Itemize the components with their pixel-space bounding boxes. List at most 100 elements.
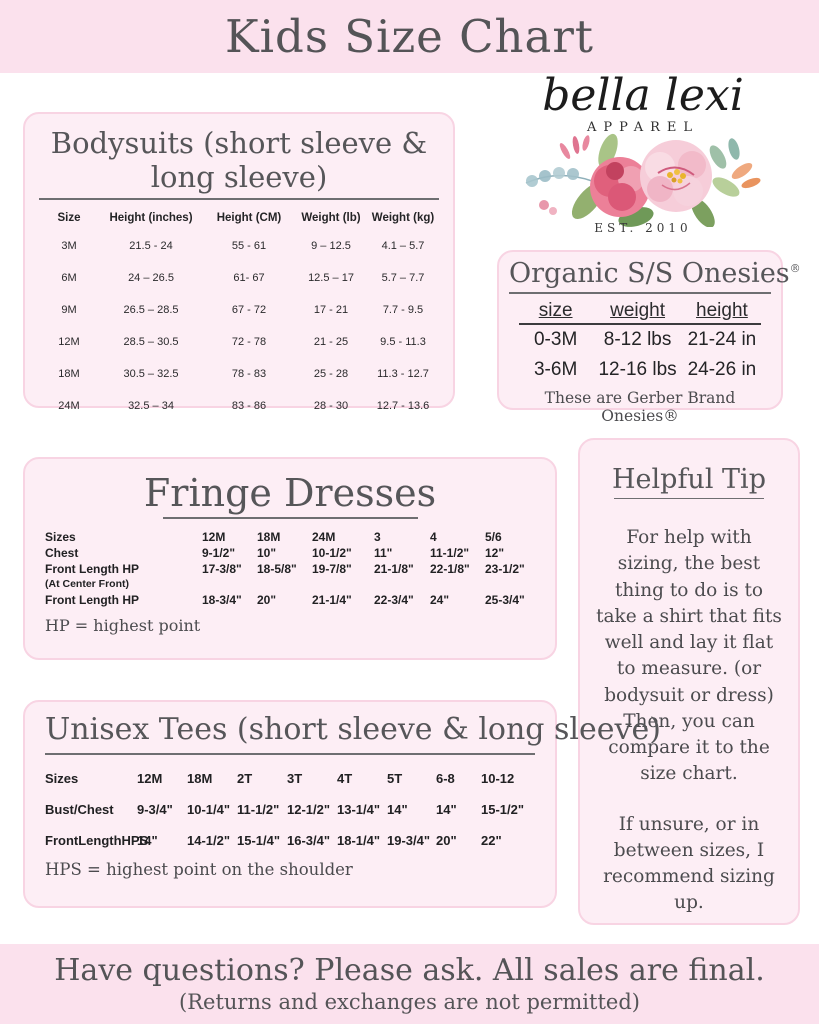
table-cell: 25-3/4": [485, 593, 525, 607]
table-cell: 32.5 – 34: [128, 400, 174, 412]
table-cell: 12-16 lbs: [598, 359, 677, 380]
table-cell: 18M: [58, 368, 80, 380]
table-cell: 3T: [287, 771, 303, 786]
row-label: Sizes: [45, 530, 76, 544]
onesies-note: These are Gerber Brand Onesies®: [544, 389, 736, 425]
row-label: Chest: [45, 546, 79, 560]
table-cell: 21-24 in: [687, 329, 757, 350]
row-label: Bust/Chest: [45, 802, 114, 817]
table-cell: 7.7 - 9.5: [382, 304, 424, 316]
table-cell: 24M: [312, 530, 336, 544]
table-header-cell: Weight (lb): [301, 212, 361, 224]
table-cell: 5T: [387, 771, 403, 786]
table-row: 3M 21.5 - 24 55 - 61 9 – 12.5 4.1 – 5.7: [39, 230, 439, 262]
table-row: Chest 9-1/2" 10" 10-1/2" 11" 11-1/2" 12": [45, 545, 535, 561]
table-row: 3-6M 12-16 lbs 24-26 in: [519, 355, 760, 385]
table-cell: 5/6: [485, 530, 502, 544]
page-footer: Have questions? Please ask. All sales ar…: [0, 944, 819, 1024]
tees-title: Unisex Tees (short sleeve & long sleeve): [45, 712, 661, 755]
tip-paragraph: If unsure, or in between sizes, I recomm…: [603, 813, 775, 914]
onesies-title: Organic S/S Onesies®: [509, 258, 801, 294]
row-sublabel: (At Center Front): [45, 578, 129, 590]
row-label: Front Length HP: [45, 593, 139, 607]
table-row: (At Center Front): [45, 577, 535, 592]
table-row: 0-3M 8-12 lbs 21-24 in: [519, 325, 760, 355]
table-cell: 6-8: [436, 771, 455, 786]
table-cell: 10-1/4": [187, 802, 231, 817]
table-cell: 11.3 - 12.7: [377, 368, 429, 380]
table-cell: 20": [257, 593, 277, 607]
table-row: 9M 26.5 – 28.5 67 - 72 17 - 21 7.7 - 9.5: [39, 294, 439, 326]
flowers-graphic: [525, 133, 761, 227]
table-cell: 2T: [237, 771, 253, 786]
fringe-title: Fringe Dresses: [143, 471, 437, 515]
table-header-cell: height: [696, 300, 748, 321]
table-cell: 14": [387, 802, 408, 817]
table-cell: 22-1/8": [430, 562, 470, 576]
table-cell: 11": [374, 546, 393, 560]
table-cell: 3M: [61, 240, 77, 252]
table-cell: 9M: [61, 304, 77, 316]
table-cell: 22-3/4": [374, 593, 414, 607]
table-row: Front Length HP 17-3/8" 18-5/8" 19-7/8" …: [45, 561, 535, 577]
brand-established: EST. 2010: [594, 221, 692, 235]
row-label: Front Length HP: [45, 562, 139, 576]
table-cell: 12.5 – 17: [308, 272, 354, 284]
helpful-tip-panel: Helpful Tip For help with sizing, the be…: [578, 438, 800, 925]
table-cell: 19-7/8": [312, 562, 352, 576]
table-cell: 9-3/4": [137, 802, 173, 817]
table-cell: 61- 67: [233, 272, 265, 284]
table-cell: 3: [374, 530, 381, 544]
table-header-row: Size Height (inches) Height (CM) Weight …: [39, 212, 439, 224]
tip-paragraph: For help with sizing, the best thing to …: [596, 527, 782, 785]
bodysuits-table-body: 3M 21.5 - 24 55 - 61 9 – 12.5 4.1 – 5.7 …: [39, 230, 439, 422]
table-header-cell: size: [538, 300, 573, 321]
table-cell: 12M: [202, 530, 226, 544]
table-cell: 12M: [137, 771, 163, 786]
table-cell: 18M: [257, 530, 281, 544]
table-cell: 9-1/2": [202, 546, 236, 560]
table-row: 6M 24 – 26.5 61- 67 12.5 – 17 5.7 – 7.7: [39, 262, 439, 294]
table-cell: 23-1/2": [485, 562, 525, 576]
table-cell: 55 - 61: [231, 240, 267, 252]
table-cell: 30.5 – 32.5: [123, 368, 179, 380]
table-cell: 15-1/2": [481, 802, 525, 817]
table-cell: 12.7 - 13.6: [376, 400, 430, 412]
table-cell: 3-6M: [533, 359, 578, 380]
table-cell: 78 - 83: [231, 368, 267, 380]
page-title: Kids Size Chart: [225, 10, 594, 63]
onesies-panel: Organic S/S Onesies® size weight height …: [497, 250, 801, 425]
table-cell: 21.5 - 24: [129, 240, 173, 252]
table-cell: 8-12 lbs: [603, 329, 672, 350]
row-label: Sizes: [45, 771, 79, 786]
table-header-cell: Size: [57, 212, 81, 224]
footer-question-line: Have questions? Please ask. All sales ar…: [54, 953, 765, 988]
onesies-table: size weight height 0-3M 8-12 lbs 21-24 i…: [519, 300, 761, 385]
brand-logo: bella lexi APPAREL: [490, 74, 796, 250]
table-row: 12M 28.5 – 30.5 72 - 78 21 - 25 9.5 - 11…: [39, 326, 439, 358]
table-cell: 18-5/8": [257, 562, 297, 576]
table-cell: 6M: [61, 272, 77, 284]
bodysuits-panel: Bodysuits (short sleeve & long sleeve) S…: [23, 112, 455, 412]
brand-name: bella lexi: [542, 70, 744, 121]
table-cell: 17 - 21: [313, 304, 349, 316]
fringe-dresses-panel: Fringe Dresses Sizes 12M 18M 24M 3 4 5/6…: [23, 457, 557, 660]
table-row: Bust/Chest 9-3/4" 10-1/4" 11-1/2" 12-1/2…: [45, 802, 535, 817]
fringe-note: HP = highest point: [45, 616, 201, 635]
onesies-title-text: Organic S/S Onesies: [509, 258, 790, 289]
table-header-cell: Weight (kg): [371, 212, 435, 224]
table-header-cell: Height (inches): [109, 212, 193, 224]
table-cell: 13-1/4": [337, 802, 381, 817]
table-cell: 0-3M: [533, 329, 578, 350]
table-row: FrontLengthHPS 14" 14-1/2" 15-1/4" 16-3/…: [45, 833, 535, 848]
table-cell: 24": [430, 593, 450, 607]
title-underline: [162, 517, 418, 519]
table-cell: 9.5 - 11.3: [380, 336, 426, 348]
table-cell: 18-1/4": [337, 833, 381, 848]
table-cell: 12-1/2": [287, 802, 331, 817]
table-header-cell: weight: [610, 300, 666, 321]
table-cell: 10-12: [481, 771, 515, 786]
table-cell: 11-1/2": [237, 802, 280, 817]
table-cell: 26.5 – 28.5: [123, 304, 179, 316]
